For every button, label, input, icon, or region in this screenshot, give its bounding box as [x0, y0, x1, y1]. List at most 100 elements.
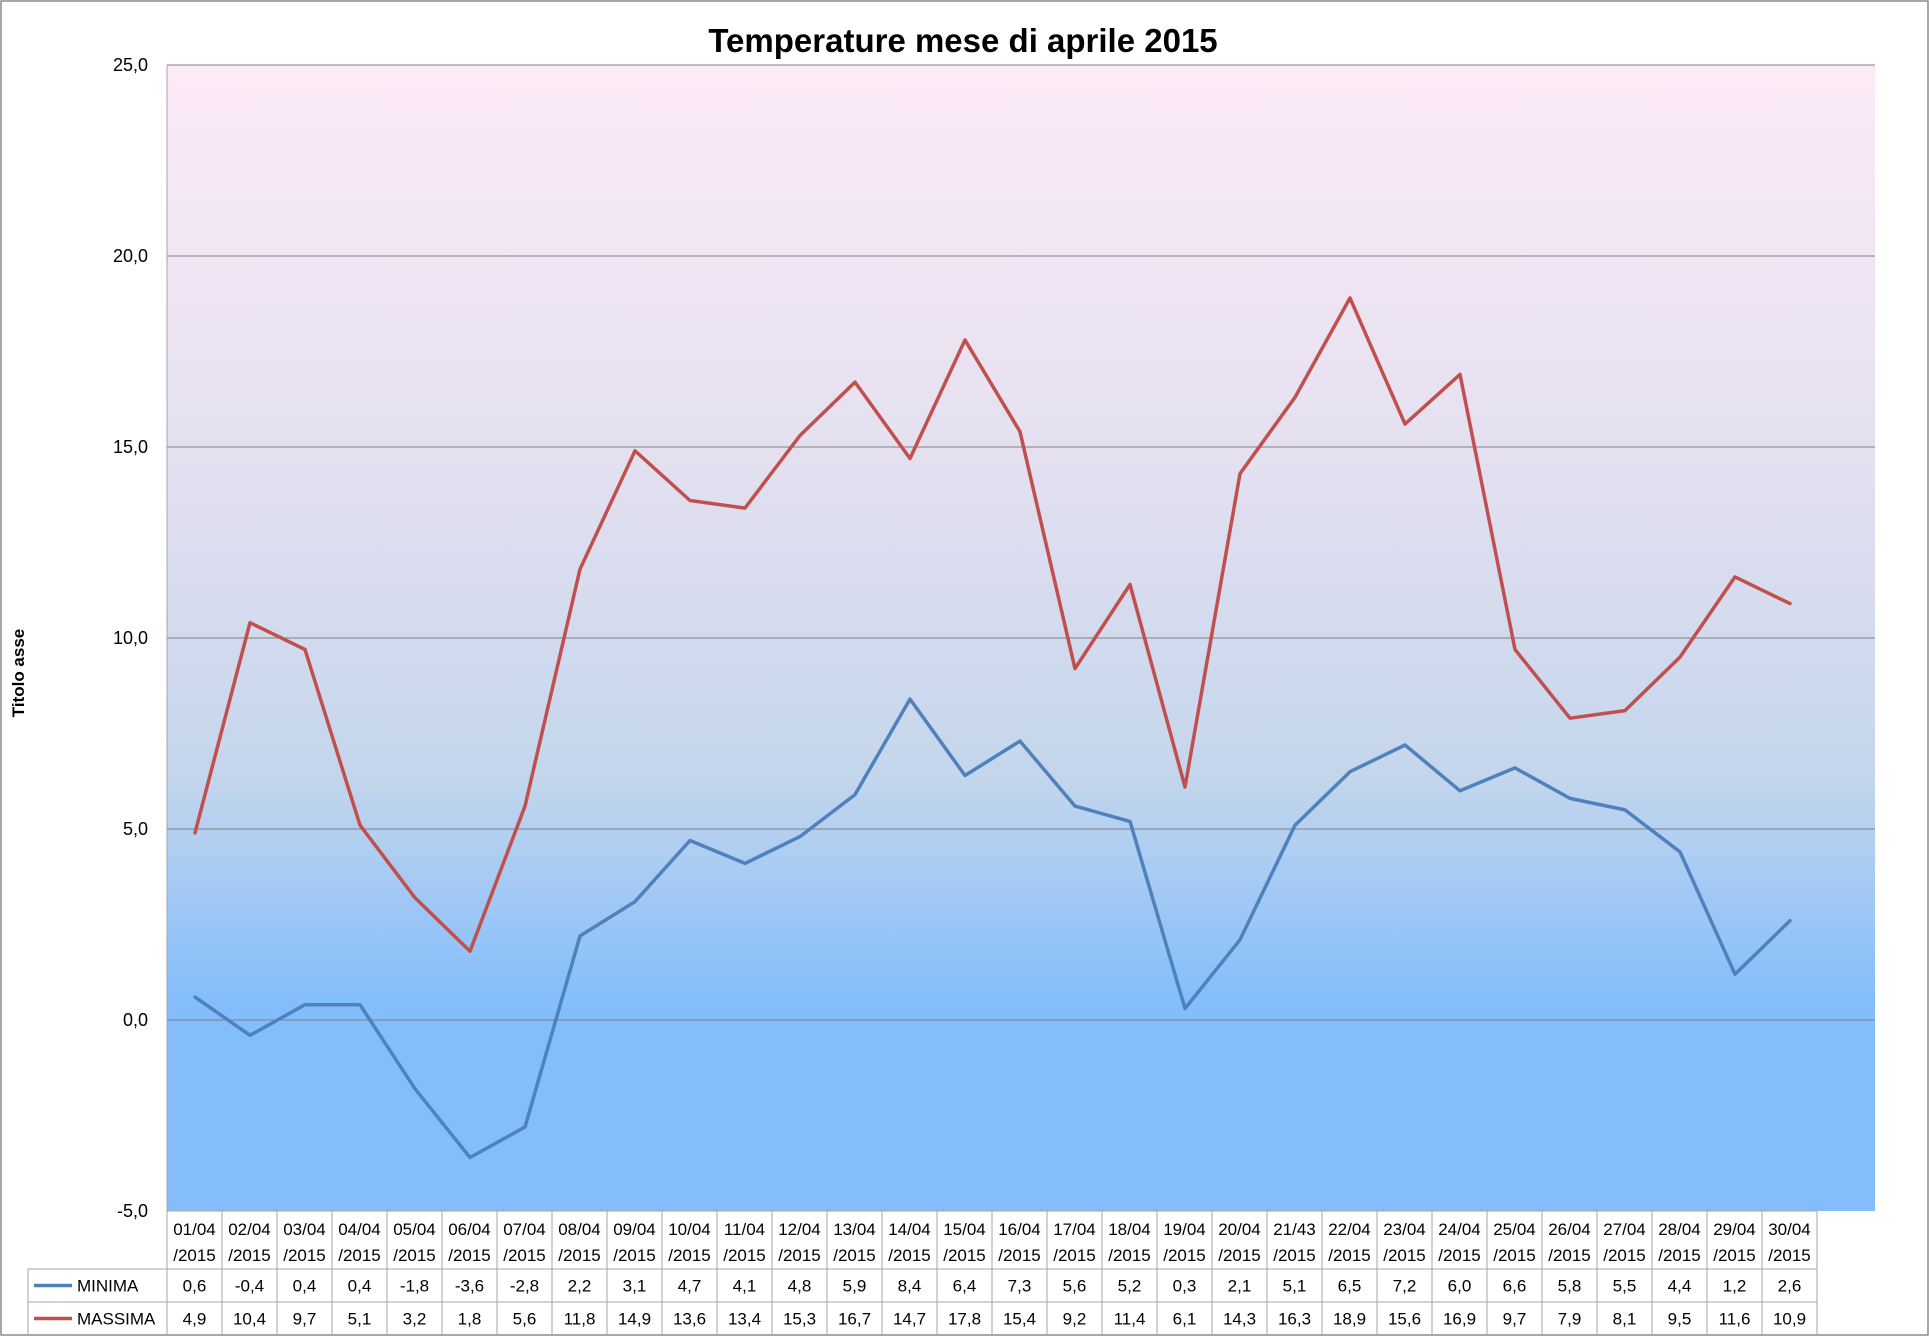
data-label: 0,6 [183, 1277, 207, 1296]
x-tick-label: /2015 [1383, 1246, 1426, 1265]
x-tick-label: /2015 [228, 1246, 271, 1265]
data-label: -3,6 [455, 1277, 484, 1296]
x-tick-label: /2015 [558, 1246, 601, 1265]
x-tick-label: /2015 [1713, 1246, 1756, 1265]
gridlines [166, 64, 1875, 1211]
data-label: 5,5 [1613, 1277, 1637, 1296]
data-label: 7,2 [1393, 1277, 1417, 1296]
x-tick-label: /2015 [448, 1246, 491, 1265]
data-label: 5,8 [1558, 1277, 1582, 1296]
x-tick-label: /2015 [943, 1246, 986, 1265]
series-line-minima [193, 697, 1792, 1160]
data-label: 14,7 [893, 1310, 926, 1329]
legend-label-minima: MINIMA [77, 1277, 139, 1296]
series-lines [193, 296, 1792, 1160]
x-tick-label: 27/04 [1603, 1220, 1646, 1239]
data-label: 18,9 [1333, 1310, 1366, 1329]
chart-title: Temperature mese di aprile 2015 [708, 22, 1217, 59]
data-label: 9,2 [1063, 1310, 1087, 1329]
data-label: 3,1 [623, 1277, 647, 1296]
x-tick-label: 16/04 [998, 1220, 1041, 1239]
data-label: 4,7 [678, 1277, 702, 1296]
data-label: 0,3 [1173, 1277, 1197, 1296]
y-tick-label: 0,0 [123, 1010, 148, 1030]
data-label: 1,2 [1723, 1277, 1747, 1296]
x-tick-label: /2015 [173, 1246, 216, 1265]
x-tick-label: /2015 [1163, 1246, 1206, 1265]
x-tick-label: 28/04 [1658, 1220, 1701, 1239]
data-label: 4,8 [788, 1277, 812, 1296]
data-label: 2,2 [568, 1277, 592, 1296]
x-tick-label: 24/04 [1438, 1220, 1481, 1239]
data-label: 5,2 [1118, 1277, 1142, 1296]
data-label: -0,4 [235, 1277, 264, 1296]
data-label: 6,4 [953, 1277, 977, 1296]
data-label: -2,8 [510, 1277, 539, 1296]
x-tick-label: 17/04 [1053, 1220, 1096, 1239]
data-label: 16,3 [1278, 1310, 1311, 1329]
y-axis-label: Titolo asse [9, 629, 28, 718]
y-tick-label: 25,0 [113, 55, 148, 75]
data-label: 2,1 [1228, 1277, 1252, 1296]
data-label: 6,0 [1448, 1277, 1472, 1296]
data-label: 5,1 [348, 1310, 372, 1329]
data-label: 15,3 [783, 1310, 816, 1329]
x-tick-label: /2015 [1273, 1246, 1316, 1265]
x-tick-label: 23/04 [1383, 1220, 1426, 1239]
data-label: 14,3 [1223, 1310, 1256, 1329]
data-label: 5,6 [513, 1310, 537, 1329]
x-tick-label: 13/04 [833, 1220, 876, 1239]
x-tick-label: 21/43 [1273, 1220, 1316, 1239]
data-label: 15,6 [1388, 1310, 1421, 1329]
x-tick-label: /2015 [833, 1246, 876, 1265]
data-label: 10,9 [1773, 1310, 1806, 1329]
x-tick-label: /2015 [1108, 1246, 1151, 1265]
x-tick-label: 02/04 [228, 1220, 271, 1239]
x-tick-label: /2015 [338, 1246, 381, 1265]
data-label: 6,1 [1173, 1310, 1197, 1329]
data-label: 16,7 [838, 1310, 871, 1329]
x-tick-label: 03/04 [283, 1220, 326, 1239]
x-tick-label: /2015 [1548, 1246, 1591, 1265]
data-label: 11,6 [1719, 1310, 1751, 1329]
x-tick-label: /2015 [283, 1246, 326, 1265]
x-tick-label: 15/04 [943, 1220, 986, 1239]
x-tick-label: 26/04 [1548, 1220, 1591, 1239]
x-tick-label: 08/04 [558, 1220, 601, 1239]
data-label: 1,8 [458, 1310, 482, 1329]
data-label: 5,1 [1283, 1277, 1307, 1296]
x-tick-label: 30/04 [1768, 1220, 1811, 1239]
data-label: 8,1 [1613, 1310, 1637, 1329]
data-label: 5,9 [843, 1277, 867, 1296]
x-tick-label: 19/04 [1163, 1220, 1206, 1239]
x-tick-label: /2015 [888, 1246, 931, 1265]
y-axis-ticks: -5,0 0,0 5,0 10,0 15,0 20,0 25,0 [113, 55, 148, 1221]
x-tick-label: 10/04 [668, 1220, 711, 1239]
x-tick-label: 25/04 [1493, 1220, 1536, 1239]
series-line-massima [193, 296, 1792, 953]
data-label: 14,9 [618, 1310, 651, 1329]
data-label: 15,4 [1003, 1310, 1036, 1329]
legend-label-massima: MASSIMA [77, 1310, 156, 1329]
data-label: 5,6 [1063, 1277, 1087, 1296]
data-label: 4,4 [1668, 1277, 1692, 1296]
x-tick-label: /2015 [503, 1246, 546, 1265]
x-tick-label: 12/04 [778, 1220, 821, 1239]
data-label: 8,4 [898, 1277, 922, 1296]
x-tick-label: /2015 [1053, 1246, 1096, 1265]
data-label: 9,7 [1503, 1310, 1527, 1329]
data-label: 9,7 [293, 1310, 317, 1329]
data-label: 7,3 [1008, 1277, 1032, 1296]
y-tick-label: -5,0 [117, 1201, 148, 1221]
x-tick-label: /2015 [613, 1246, 656, 1265]
data-label: 6,5 [1338, 1277, 1362, 1296]
x-tick-label: 01/04 [173, 1220, 216, 1239]
x-tick-label: 22/04 [1328, 1220, 1371, 1239]
y-tick-label: 15,0 [113, 437, 148, 457]
data-label: 9,5 [1668, 1310, 1692, 1329]
data-table: 01/04/2015 02/04/2015 03/04/2015 04/04/2015… [27, 1210, 1818, 1335]
x-tick-label: /2015 [998, 1246, 1041, 1265]
data-label: 4,9 [183, 1310, 207, 1329]
x-tick-label: 14/04 [888, 1220, 931, 1239]
y-tick-label: 10,0 [113, 628, 148, 648]
